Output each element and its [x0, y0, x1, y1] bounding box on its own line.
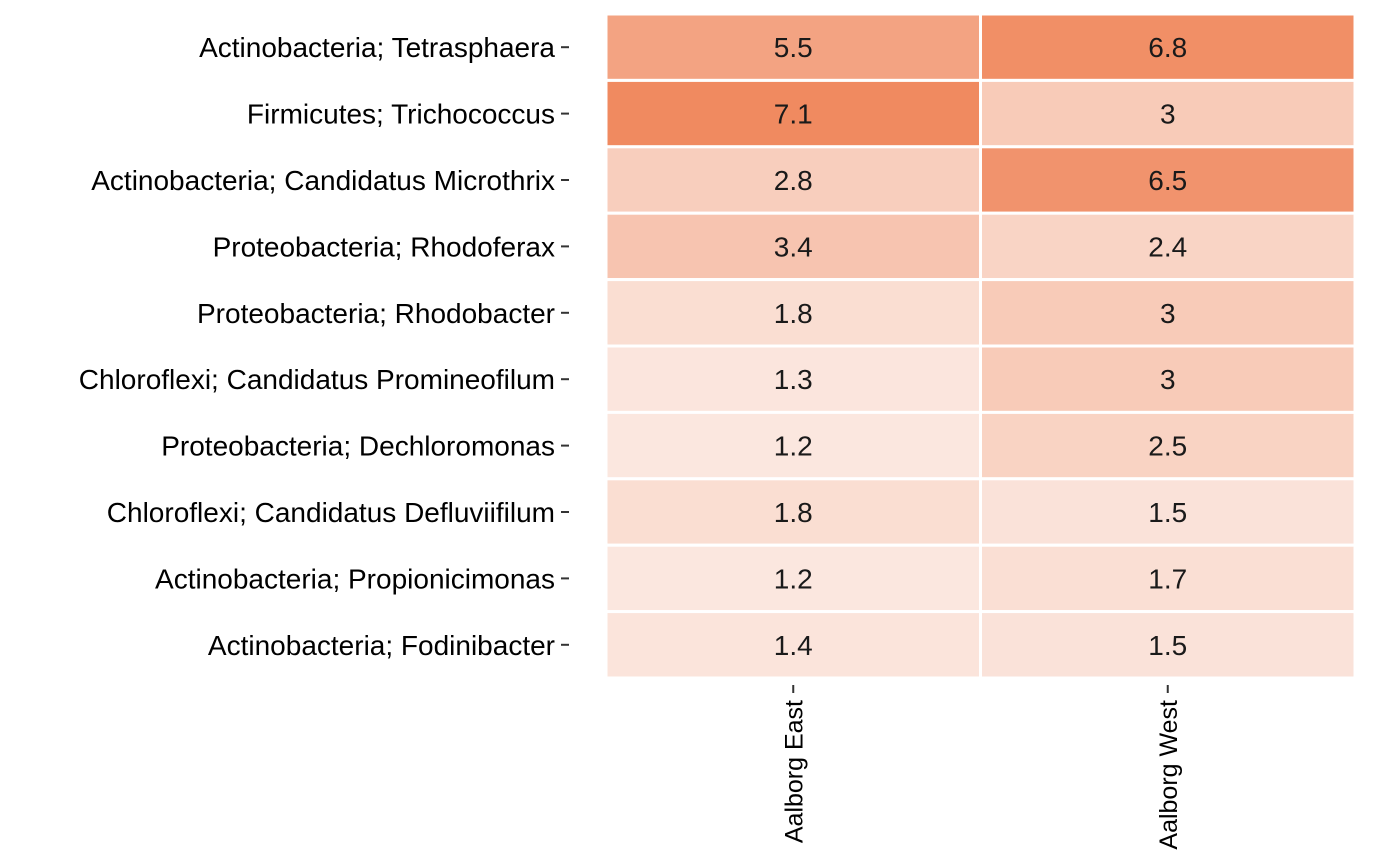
heatmap-cell: [979, 410, 1357, 481]
y-tick-label: Firmicutes; Trichococcus: [247, 99, 555, 130]
y-tick-label: Actinobacteria; Propionicimonas: [155, 563, 555, 594]
cell-value-label: 7.1: [774, 99, 813, 130]
cell-value-label: 1.3: [774, 364, 813, 395]
heatmap-cell: [979, 12, 1357, 82]
cell-value-label: 3.4: [774, 231, 813, 262]
cell-value-label: 2.8: [774, 165, 813, 196]
y-tick-label: Proteobacteria; Dechloromonas: [161, 431, 555, 462]
y-tick-label: Actinobacteria; Candidatus Microthrix: [91, 165, 555, 196]
y-axis-labels: Actinobacteria; Tetrasphaera Firmicutes; …: [79, 32, 569, 661]
cell-value-label: 2.4: [1148, 231, 1187, 262]
cell-value-label: 3: [1160, 298, 1176, 329]
heatmap-cell: [979, 145, 1357, 215]
y-tick-label: Actinobacteria; Fodinibacter: [208, 630, 555, 661]
heatmap-cell: [979, 610, 1357, 680]
cell-value-label: 5.5: [774, 32, 813, 63]
cell-value-label: 1.4: [774, 630, 813, 661]
y-tick-label: Chloroflexi; Candidatus Defluviifilum: [107, 497, 555, 528]
cell-value-label: 2.5: [1148, 431, 1187, 462]
heatmap-cell: [604, 610, 982, 680]
cell-value-label: 1.5: [1148, 630, 1187, 661]
y-tick-label: Chloroflexi; Candidatus Promineofilum: [79, 364, 555, 395]
cell-value-label: 1.2: [774, 563, 813, 594]
cell-value-label: 6.5: [1148, 165, 1187, 196]
cell-value-label: 1.2: [774, 431, 813, 462]
cell-value-labels: 5.5 6.8 7.1 3 2.8 6.5 3.4 2.4 1.8 3 1.3 3 1.2 2.5 1.8 1…: [774, 32, 1187, 661]
y-tick-label: Actinobacteria; Tetrasphaera: [199, 32, 555, 63]
cell-value-label: 6.8: [1148, 32, 1187, 63]
x-tick-label: Aalborg West: [1155, 700, 1183, 850]
heatmap-cell: [604, 12, 982, 82]
heatmap-cell: [979, 477, 1357, 547]
heatmap-cells: [604, 12, 1357, 680]
heatmap-cell: [979, 278, 1357, 348]
heatmap-cell: [979, 543, 1357, 614]
cell-value-label: 1.8: [774, 497, 813, 528]
cell-value-label: 3: [1160, 364, 1176, 395]
heatmap-cell: [604, 543, 982, 614]
cell-value-label: 1.8: [774, 298, 813, 329]
y-tick-label: Proteobacteria; Rhodobacter: [197, 298, 555, 329]
heatmap-cell: [979, 344, 1357, 414]
heatmap-cell: [979, 78, 1357, 149]
x-axis-labels: Aalborg East Aalborg West: [780, 685, 1183, 850]
cell-value-label: 3: [1160, 99, 1176, 130]
heatmap-cell: [979, 211, 1357, 282]
cell-value-label: 1.5: [1148, 497, 1187, 528]
x-tick-label: Aalborg East: [780, 700, 808, 843]
y-tick-label: Proteobacteria; Rhodoferax: [213, 231, 555, 262]
cell-value-label: 1.7: [1148, 563, 1187, 594]
